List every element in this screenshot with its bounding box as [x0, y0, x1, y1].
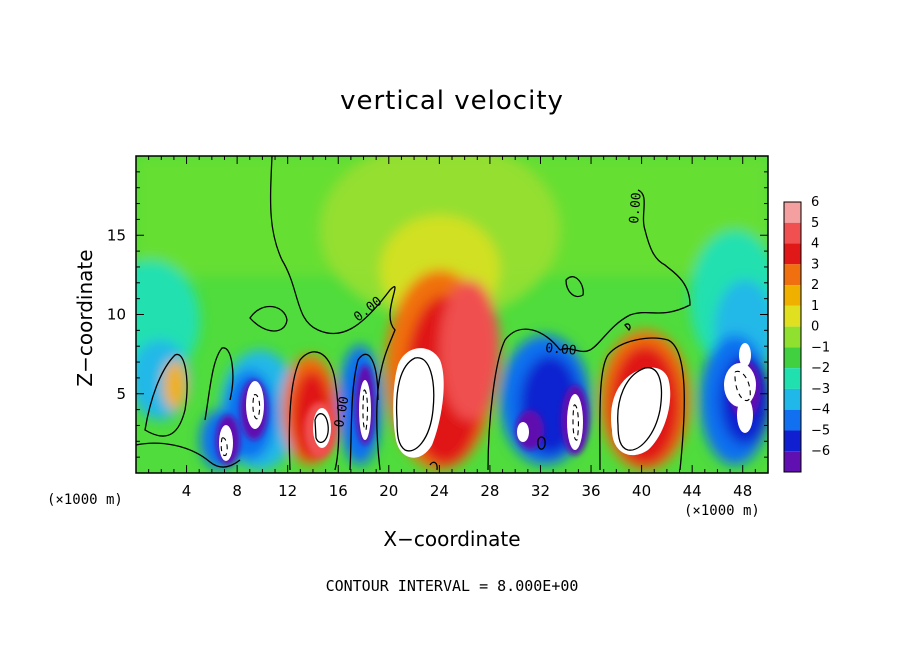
y-tick-label: 15	[107, 226, 126, 244]
contour-label: 0.00	[545, 341, 578, 359]
colorbar-swatch	[784, 388, 801, 410]
x-tick-label: 40	[632, 482, 651, 500]
x-tick-label: 20	[379, 482, 398, 500]
colorbar-swatch	[784, 368, 801, 389]
colorbar-label: −2	[811, 361, 830, 376]
contour-label: 0.00	[332, 395, 352, 428]
x-tick-label: 12	[278, 482, 297, 500]
colorbar-label: −4	[811, 403, 830, 418]
x-tick-label: 4	[182, 482, 192, 500]
y-tick-label: 5	[116, 385, 126, 403]
colorbar-swatch	[784, 430, 801, 452]
colorbar-frame	[783, 201, 802, 473]
colorbar-label: 2	[811, 278, 819, 293]
x-tick-label: 36	[581, 482, 600, 500]
negative-contours	[220, 370, 751, 457]
x-tick-label: 48	[733, 482, 752, 500]
colorbar-label: 4	[811, 237, 819, 252]
x-unit-right: (×1000 m)	[684, 503, 760, 519]
colorbar-label: 6	[811, 195, 819, 210]
x-axis-label: X−coordinate	[383, 527, 521, 551]
colorbar-swatch	[784, 222, 801, 244]
colorbar-swatch	[784, 326, 801, 348]
colorbar-label: 5	[811, 216, 819, 231]
colorbar-swatch	[784, 409, 801, 431]
colorbar-label: −6	[811, 444, 830, 459]
colorbar: 6 5 4 3 2 1 0 −1 −2 −3 −4 −5 −6	[783, 195, 830, 473]
colorbar-label: −5	[811, 423, 830, 438]
x-tick-label: 8	[232, 482, 242, 500]
x-tick-label: 44	[683, 482, 702, 500]
y-axis-label: Z−coordinate	[73, 249, 97, 387]
colorbar-swatch	[784, 264, 801, 286]
colorbar-label: 0	[811, 320, 819, 335]
x-tick-label: 24	[430, 482, 449, 500]
y-tick-label: 10	[107, 306, 126, 324]
colorbar-swatch	[784, 305, 801, 327]
heatmap-field	[136, 156, 768, 473]
contour-label: 0.00	[627, 192, 645, 225]
colorbar-swatch	[784, 202, 801, 223]
colorbar-label: −1	[811, 340, 830, 355]
contour-labels: 0.00 0.00 0.00 0.00	[332, 192, 645, 429]
colorbar-swatch	[784, 347, 801, 369]
colorbar-label: 3	[811, 257, 819, 272]
colorbar-swatch	[784, 243, 801, 265]
colorbar-label: −3	[811, 382, 830, 397]
chart-title: vertical velocity	[340, 86, 564, 116]
colorbar-label: 1	[811, 299, 819, 314]
x-unit-left: (×1000 m)	[47, 492, 123, 508]
x-tick-label: 32	[531, 482, 550, 500]
contour-interval-note: CONTOUR INTERVAL = 8.000E+00	[325, 577, 579, 595]
colorbar-swatch	[784, 451, 801, 472]
x-tick-label: 28	[480, 482, 499, 500]
contour-lines	[136, 156, 691, 471]
x-tick-label: 16	[329, 482, 348, 500]
colorbar-swatch	[784, 285, 801, 306]
